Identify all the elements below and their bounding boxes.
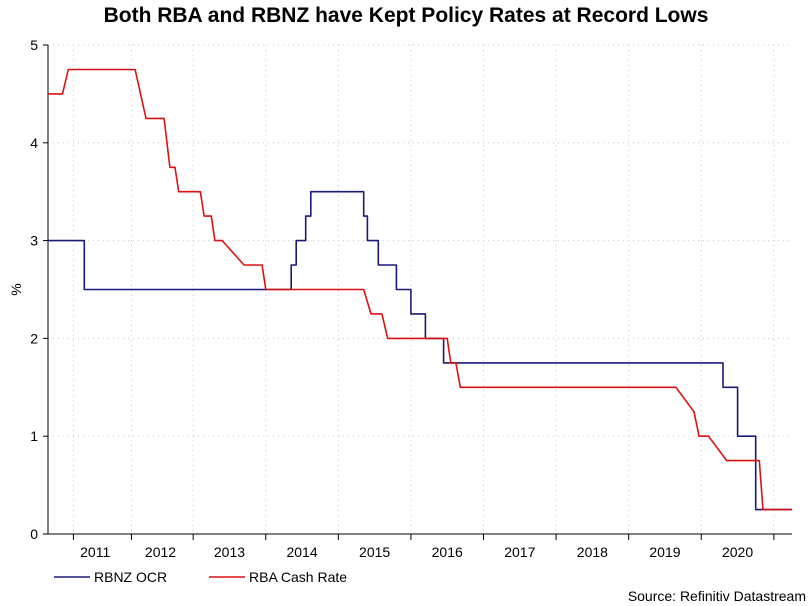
y-tick-label: 4 [30, 135, 38, 151]
y-axis-label: % [8, 283, 24, 295]
grid-layer [48, 44, 792, 534]
x-tick-label: 2014 [286, 544, 317, 560]
y-tick-label: 1 [30, 428, 38, 444]
axis-layer: 0 1 2 3 4 5 2011 2012 2013 2014 2015 2016 2017 2018 20… [8, 37, 792, 560]
x-tick-label: 2017 [504, 544, 535, 560]
series-layer [48, 68, 792, 511]
x-tick-label: 2011 [80, 544, 110, 560]
series-line-rba-cash-rate [48, 68, 792, 511]
x-tick-label: 2019 [649, 544, 680, 560]
x-tick-label: 2016 [432, 544, 463, 560]
y-tick-label: 3 [30, 233, 38, 249]
legend: RBNZ OCR RBA Cash Rate [54, 569, 347, 585]
source-note: Source: Refinitiv Datastream [628, 588, 806, 604]
x-tick-label: 2020 [722, 544, 753, 560]
y-tick-label: 0 [30, 526, 38, 542]
chart-title: Both RBA and RBNZ have Kept Policy Rates… [103, 4, 709, 27]
series-line-rbnz-ocr [48, 190, 792, 511]
y-tick-label: 5 [30, 37, 38, 53]
x-tick-label: 2015 [359, 544, 390, 560]
y-tick-label: 2 [30, 330, 38, 346]
x-tick-label: 2012 [145, 544, 176, 560]
x-tick-label: 2013 [214, 544, 245, 560]
x-tick-label: 2018 [577, 544, 608, 560]
legend-label-rbnz-ocr: RBNZ OCR [94, 569, 167, 585]
legend-label-rba-cash-rate: RBA Cash Rate [249, 569, 347, 585]
